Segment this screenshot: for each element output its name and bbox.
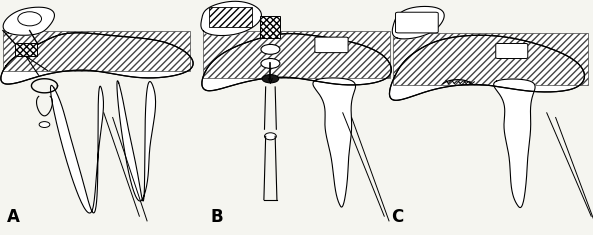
Polygon shape xyxy=(494,79,535,208)
Polygon shape xyxy=(313,78,356,207)
Ellipse shape xyxy=(18,12,42,26)
Bar xyxy=(203,31,390,78)
Bar xyxy=(209,7,252,27)
FancyBboxPatch shape xyxy=(396,12,438,33)
FancyBboxPatch shape xyxy=(496,43,528,59)
Bar xyxy=(3,31,190,70)
Ellipse shape xyxy=(261,59,280,68)
Bar xyxy=(260,16,280,38)
Text: B: B xyxy=(211,208,223,226)
Text: C: C xyxy=(391,208,404,226)
Bar xyxy=(393,33,588,85)
Polygon shape xyxy=(201,1,262,35)
Ellipse shape xyxy=(264,133,276,140)
Polygon shape xyxy=(393,6,444,39)
Polygon shape xyxy=(390,35,585,100)
Ellipse shape xyxy=(261,44,280,54)
Text: A: A xyxy=(7,208,20,226)
Polygon shape xyxy=(3,7,55,35)
Polygon shape xyxy=(202,34,391,91)
Ellipse shape xyxy=(39,122,50,127)
FancyBboxPatch shape xyxy=(315,37,348,53)
Bar xyxy=(15,43,37,56)
Polygon shape xyxy=(1,33,193,84)
Polygon shape xyxy=(117,81,155,201)
Ellipse shape xyxy=(262,74,279,83)
Polygon shape xyxy=(50,85,103,213)
